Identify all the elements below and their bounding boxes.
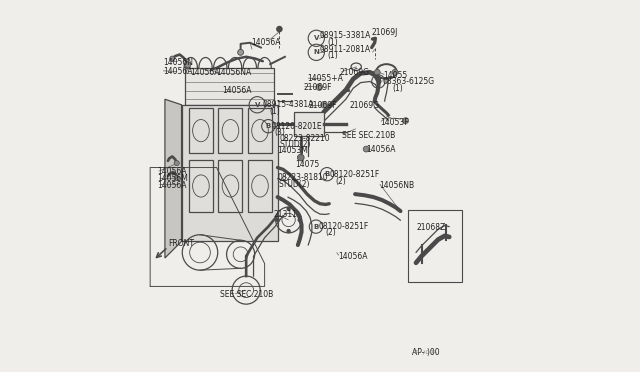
Circle shape (287, 208, 290, 211)
Text: 14053F: 14053F (380, 118, 409, 127)
Text: 21068Z: 21068Z (417, 223, 446, 232)
Text: B: B (314, 224, 319, 230)
Polygon shape (189, 109, 213, 153)
Polygon shape (182, 105, 278, 241)
Text: (2): (2) (325, 228, 336, 237)
Circle shape (237, 49, 244, 55)
Text: 08120-8201E: 08120-8201E (271, 122, 322, 131)
Text: B: B (266, 123, 271, 129)
Circle shape (316, 84, 323, 90)
Text: 21069G: 21069G (340, 68, 369, 77)
Text: (1): (1) (328, 38, 338, 46)
Text: (1): (1) (269, 106, 280, 116)
Polygon shape (294, 112, 324, 136)
Text: (1): (1) (328, 51, 338, 60)
Text: 14056A: 14056A (157, 167, 186, 176)
Text: 14056NA: 14056NA (216, 68, 252, 77)
Text: 08911-2081A: 08911-2081A (320, 45, 371, 54)
Circle shape (174, 175, 179, 180)
Circle shape (403, 118, 408, 124)
Text: B: B (324, 171, 330, 177)
Text: 14056N: 14056N (163, 58, 193, 67)
Circle shape (170, 56, 175, 61)
Text: 08915-4381A: 08915-4381A (262, 100, 314, 109)
Text: N: N (314, 49, 319, 55)
Text: 14055: 14055 (383, 71, 408, 80)
Text: 14056A: 14056A (338, 251, 367, 261)
Polygon shape (248, 160, 272, 212)
Polygon shape (218, 109, 243, 153)
Text: 08120-8251F: 08120-8251F (330, 170, 380, 179)
Polygon shape (408, 210, 462, 282)
Text: 14056A: 14056A (190, 68, 220, 77)
Polygon shape (248, 109, 272, 153)
Text: 08120-8251F: 08120-8251F (319, 222, 369, 231)
Text: 21069F: 21069F (303, 83, 332, 92)
Circle shape (298, 218, 301, 221)
Polygon shape (218, 160, 243, 212)
Polygon shape (189, 160, 213, 212)
Circle shape (185, 62, 191, 68)
Text: 08915-3381A: 08915-3381A (320, 31, 371, 40)
Text: AP- )00: AP- )00 (412, 349, 440, 357)
Circle shape (298, 154, 304, 161)
Text: 14056M: 14056M (157, 174, 188, 183)
Text: 14053M: 14053M (278, 146, 308, 155)
Circle shape (321, 102, 328, 108)
Text: 14056A: 14056A (163, 67, 193, 76)
Text: AP- )00··: AP- )00·· (412, 350, 438, 355)
Text: STUD(2): STUD(2) (280, 140, 311, 149)
Text: V: V (255, 102, 260, 108)
Text: 08223-81810: 08223-81810 (278, 173, 328, 182)
Circle shape (363, 146, 369, 152)
Text: 14075: 14075 (295, 160, 319, 169)
Text: 08223-82210: 08223-82210 (280, 134, 330, 142)
Text: 14056A: 14056A (223, 86, 252, 95)
Text: (3): (3) (274, 128, 285, 137)
Polygon shape (185, 68, 274, 105)
Text: 14055+A: 14055+A (307, 74, 343, 83)
Text: 08363-6125G: 08363-6125G (382, 77, 434, 86)
Text: 21069F: 21069F (308, 101, 337, 110)
Polygon shape (165, 99, 182, 258)
Text: STUD(2): STUD(2) (278, 180, 310, 189)
Text: 14056A: 14056A (252, 38, 281, 46)
Text: 21069G: 21069G (349, 101, 379, 110)
Text: FRONT: FRONT (168, 239, 195, 248)
Text: SEE SEC.210B: SEE SEC.210B (220, 291, 273, 299)
Text: B: B (376, 78, 381, 84)
Circle shape (277, 26, 282, 32)
Circle shape (276, 218, 279, 221)
Text: (2): (2) (335, 177, 346, 186)
Circle shape (392, 69, 398, 75)
Circle shape (374, 69, 380, 75)
Text: 14056A: 14056A (366, 145, 396, 154)
Text: V: V (314, 35, 319, 41)
Text: (1): (1) (392, 84, 403, 93)
Circle shape (287, 230, 290, 232)
Text: 14056NB: 14056NB (379, 181, 414, 190)
Text: 14056A: 14056A (157, 181, 186, 190)
Text: 21311: 21311 (273, 210, 298, 219)
Text: 21069J: 21069J (372, 28, 398, 37)
Text: SEE SEC.210B: SEE SEC.210B (342, 131, 395, 140)
Circle shape (174, 161, 179, 166)
